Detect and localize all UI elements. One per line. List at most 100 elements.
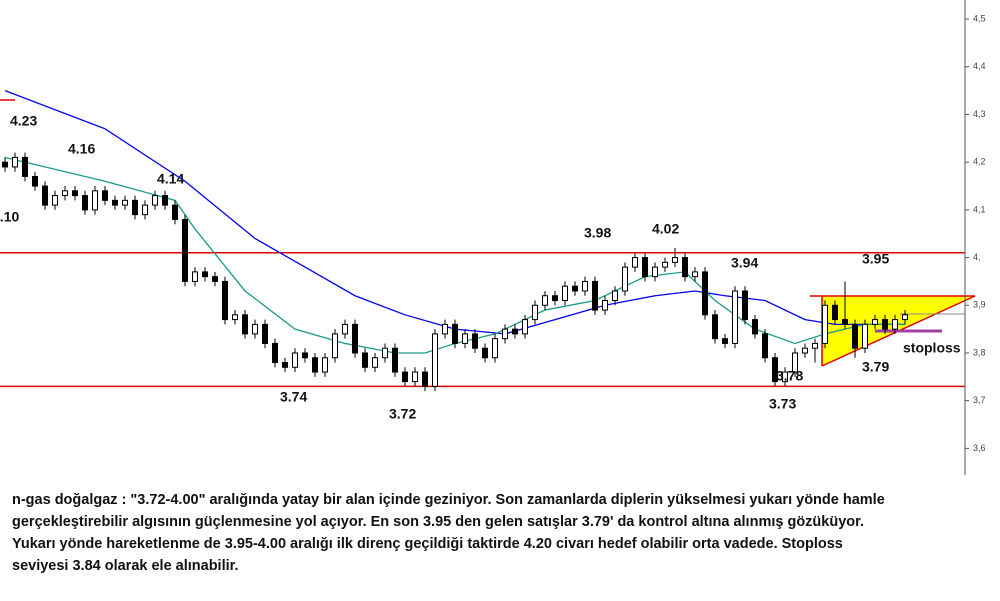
candle-body [322, 357, 328, 373]
price-annotation: 3.95 [862, 251, 889, 267]
candle-body [452, 323, 458, 344]
candle-body [742, 290, 748, 321]
candle-body [222, 280, 228, 321]
candle-body [782, 371, 788, 383]
price-annotation: 4.16 [68, 141, 95, 157]
candle-body [762, 333, 768, 359]
candle-body [612, 290, 618, 302]
candle-body [22, 156, 28, 177]
candle-body [242, 314, 248, 335]
candle-body [552, 295, 558, 302]
price-annotation: 4.23 [10, 113, 37, 129]
candle-body [562, 285, 568, 302]
y-tick-label: 3,9 [973, 300, 986, 310]
candle-body [62, 190, 68, 197]
y-tick-label: 3,6 [973, 443, 986, 453]
candle-body [672, 257, 678, 263]
candle-body [492, 338, 498, 359]
candle-body [162, 195, 168, 206]
candle-body [852, 323, 858, 349]
price-annotation: 4.02 [652, 221, 679, 237]
y-tick-label: 4, [973, 252, 981, 262]
candle-body [622, 266, 628, 292]
description-line: seviyesi 3.84 olarak ele alınabilir. [12, 558, 239, 574]
candle-body [392, 347, 398, 373]
candle-body [472, 333, 478, 349]
price-annotation: 3.94 [731, 255, 758, 271]
y-tick-label: 4,5 [973, 13, 986, 23]
candle-body [522, 319, 528, 335]
candle-body [752, 319, 758, 335]
y-tick-label: 4,2 [973, 157, 986, 167]
candle-body [542, 295, 548, 306]
y-tick-label: 3,7 [973, 395, 986, 405]
candle-body [142, 204, 148, 216]
candle-body [302, 352, 308, 359]
candle-body [272, 342, 278, 364]
price-annotation: 3.78 [776, 368, 803, 384]
moving-average [4, 90, 905, 335]
candle-body [282, 362, 288, 368]
candle-body [722, 338, 728, 344]
candle-body [42, 185, 48, 206]
candle-body [582, 280, 588, 292]
candle-body [822, 304, 828, 344]
candle-body [882, 319, 888, 330]
candle-body [252, 323, 258, 335]
candle-body [592, 280, 598, 311]
candle-body [572, 285, 578, 292]
price-annotation: 3.98 [584, 225, 611, 241]
candle-body [12, 156, 18, 168]
candle-body [872, 319, 878, 325]
description-line: gerçekleştirebilir algısının güçlenmesin… [12, 514, 864, 530]
candle-body [112, 199, 118, 206]
candle-body [182, 218, 188, 282]
candle-body [712, 314, 718, 340]
description-line: Yukarı yönde hareketlenme de 3.95-4.00 a… [12, 536, 843, 552]
description-line: n-gas doğalgaz : "3.72-4.00" aralığında … [12, 492, 885, 508]
price-annotation: 3.74 [280, 389, 307, 405]
candle-body [812, 342, 818, 349]
price-annotation: 4.10 [0, 209, 19, 225]
price-annotation: 4.14 [157, 171, 184, 187]
candle-body [792, 352, 798, 373]
candle-body [312, 357, 318, 373]
candle-body [342, 323, 348, 335]
candle-body [2, 161, 8, 168]
price-annotation: 3.73 [769, 396, 796, 412]
candle-body [122, 199, 128, 206]
candle-body [292, 352, 298, 368]
candle-body [152, 195, 158, 206]
candle-body [92, 190, 98, 211]
candle-body [372, 357, 378, 368]
candle-body [772, 357, 778, 383]
candle-body [532, 304, 538, 321]
candle-body [402, 371, 408, 383]
candle-body [352, 323, 358, 354]
candle-body [642, 257, 648, 278]
candle-body [442, 323, 448, 335]
candle-body [462, 333, 468, 344]
candle-body [82, 195, 88, 211]
stoploss-label: stoploss [903, 340, 961, 356]
candle-body [632, 257, 638, 268]
price-annotation: 3.72 [389, 406, 416, 422]
candle-body [862, 323, 868, 349]
candle-body [482, 347, 488, 359]
description: n-gas doğalgaz : "3.72-4.00" aralığında … [12, 489, 992, 577]
price-annotation: 3.79 [862, 359, 889, 375]
candle-body [172, 204, 178, 220]
candle-body [892, 319, 898, 330]
candle-body [692, 271, 698, 278]
candle-body [212, 276, 218, 282]
candle-body [802, 347, 808, 354]
y-tick-label: 4,3 [973, 109, 986, 119]
y-tick-label: 4,4 [973, 61, 986, 71]
chart: 3,6 3,7 3,8 3,9 4, 4,1 4,2 4,3 4,4 4,5 4.23 4.16 4.1… [0, 0, 986, 475]
candle-body [102, 190, 108, 201]
candle-body [512, 328, 518, 335]
candle-body [232, 314, 238, 321]
candle-body [902, 314, 908, 321]
y-tick-label: 3,8 [973, 347, 986, 357]
